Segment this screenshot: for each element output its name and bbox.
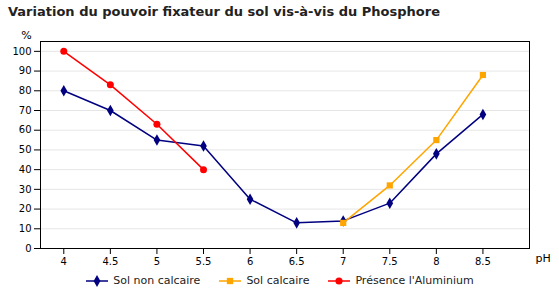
svg-text:10: 10 (19, 223, 32, 234)
html-text:Sol non calcaire: Sol non calcaire (113, 274, 201, 287)
svg-text:8: 8 (433, 256, 439, 267)
svg-text:pH: pH (536, 252, 551, 265)
svg-text:4.5: 4.5 (102, 256, 118, 267)
svg-text:90: 90 (19, 65, 32, 76)
svg-text:8.5: 8.5 (475, 256, 491, 267)
svg-text:80: 80 (19, 85, 32, 96)
svg-text:6.5: 6.5 (289, 256, 305, 267)
svg-text:50: 50 (19, 144, 32, 155)
svg-text:5: 5 (154, 256, 160, 267)
svg-text:6: 6 (247, 256, 253, 267)
html-text:Sol calcaire: Sol calcaire (246, 274, 310, 287)
svg-text:60: 60 (19, 124, 32, 135)
html-text:Variation du pouvoir fixateur: Variation du pouvoir fixateur du sol vis… (8, 4, 440, 19)
svg-text:30: 30 (19, 184, 32, 195)
svg-text:100: 100 (12, 46, 31, 57)
svg-text:4: 4 (61, 256, 67, 267)
svg-text:7.5: 7.5 (382, 256, 398, 267)
svg-text:7: 7 (340, 256, 346, 267)
svg-text:20: 20 (19, 203, 32, 214)
svg-text:5.5: 5.5 (196, 256, 212, 267)
html-text:Présence l'Aluminium: Présence l'Aluminium (355, 274, 474, 287)
svg-text:%: % (21, 29, 31, 42)
svg-text:40: 40 (19, 164, 32, 175)
svg-text:0: 0 (25, 243, 31, 254)
svg-text:70: 70 (19, 105, 32, 116)
